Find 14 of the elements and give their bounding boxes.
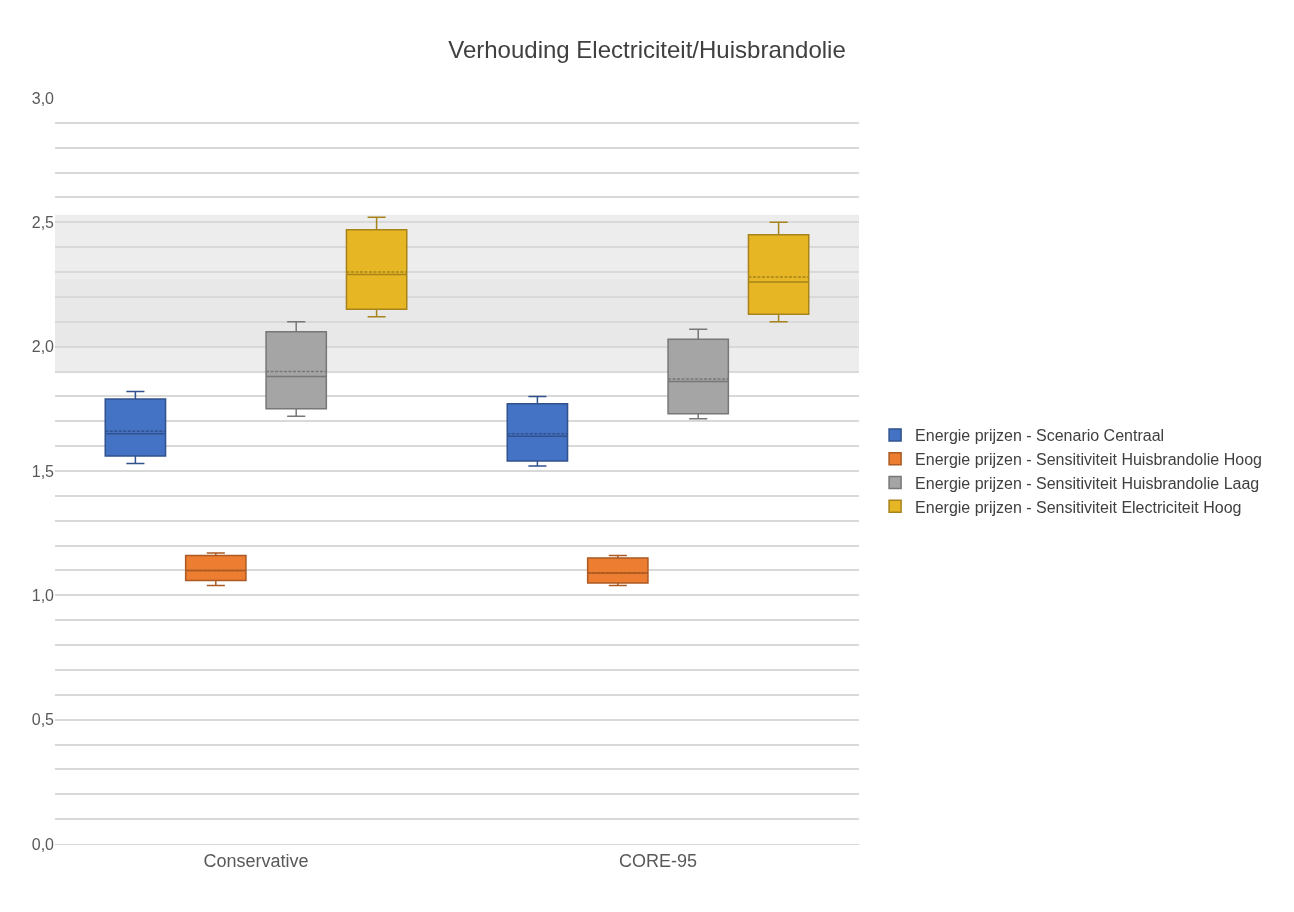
legend-label: Energie prijzen - Sensitiviteit Electriciteit Hoog [915,498,1242,516]
x-tick-label: Conservative [203,850,309,871]
legend-label: Energie prijzen - Sensitiviteit Huisbrandolie Hoog [915,450,1262,468]
y-tick-label: 0,0 [31,835,55,853]
y-tick-label: 2,0 [31,338,55,356]
legend-label: Energie prijzen - Sensitiviteit Huisbrandolie Laag [915,474,1260,492]
chart-title: Verhouding Electriciteit/Huisbrandolie [448,35,846,63]
x-tick-label: CORE-95 [618,850,698,871]
y-tick-label: 1,5 [31,462,55,480]
y-tick-label: 0,5 [31,711,55,729]
legend-label: Energie prijzen - Scenario Centraal [915,427,1165,445]
y-tick-label: 3,0 [31,89,55,107]
y-tick-label: 1,0 [31,586,55,604]
y-tick-label: 2,5 [31,213,55,231]
